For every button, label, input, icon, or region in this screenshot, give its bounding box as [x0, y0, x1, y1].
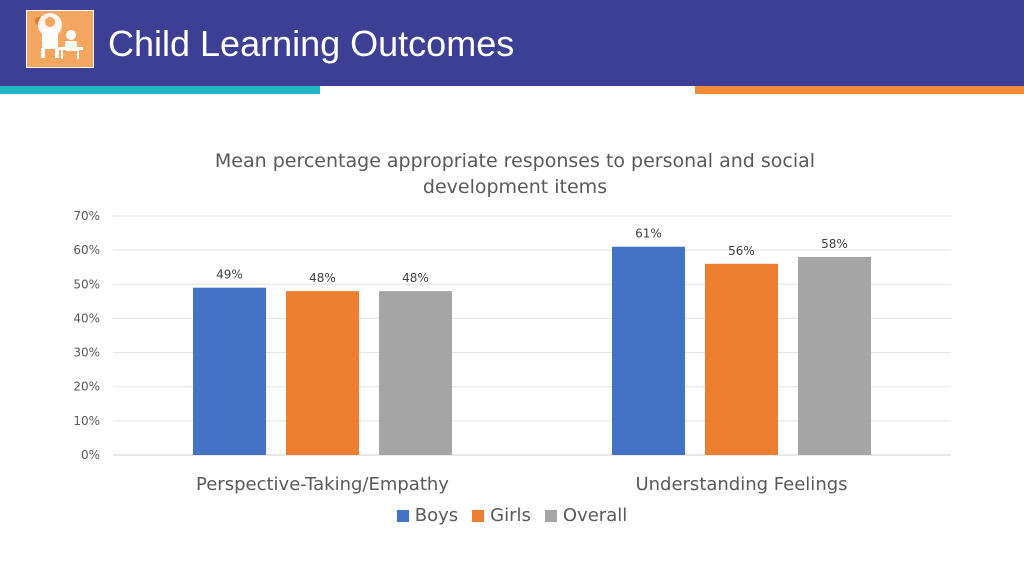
- y-tick-label: 0%: [81, 448, 100, 462]
- bar-girls: [705, 263, 778, 455]
- bar-boys: [193, 287, 266, 455]
- bar-boys: [612, 246, 685, 455]
- page-title: Child Learning Outcomes: [108, 23, 515, 64]
- legend-label: Overall: [562, 505, 628, 526]
- teacher-child-icon: [26, 10, 94, 68]
- bar-chart: 0% 10% 20% 30% 40% 50% 60% 70% 49% 48% 48% Perspect…: [73, 209, 951, 495]
- y-tick-label: 20%: [73, 380, 100, 394]
- chart-legend: Boys Girls Overall: [0, 505, 1024, 526]
- bar-overall: [798, 256, 871, 455]
- data-label: 49%: [216, 268, 243, 282]
- y-tick-label: 30%: [73, 346, 100, 360]
- bar-girls: [286, 291, 359, 455]
- data-label: 61%: [635, 227, 662, 241]
- y-tick-label: 10%: [73, 414, 100, 428]
- x-category-label: Perspective-Taking/Empathy: [196, 474, 449, 495]
- data-label: 48%: [402, 271, 429, 285]
- accent-bar-teal: [0, 86, 320, 94]
- y-tick-label: 40%: [73, 311, 100, 325]
- y-tick-label: 70%: [73, 209, 100, 223]
- legend-swatch: [472, 509, 485, 522]
- legend-label: Girls: [490, 505, 531, 526]
- legend-label: Boys: [414, 505, 459, 526]
- x-category-label: Understanding Feelings: [635, 474, 847, 495]
- data-label: 58%: [821, 237, 848, 251]
- y-tick-label: 50%: [73, 277, 100, 291]
- data-label: 56%: [728, 244, 755, 258]
- legend-swatch: [544, 509, 557, 522]
- chart-title: Mean percentage appropriate responses to…: [214, 150, 816, 198]
- y-tick-label: 60%: [73, 243, 100, 257]
- bar-overall: [379, 291, 452, 455]
- legend-swatch: [396, 509, 409, 522]
- data-label: 48%: [309, 271, 336, 285]
- accent-bar-orange: [695, 86, 1024, 94]
- legend-item-girls: Girls: [472, 505, 531, 526]
- legend-item-overall: Overall: [544, 505, 628, 526]
- legend-item-boys: Boys: [396, 505, 459, 526]
- header-band: Child Learning Outcomes: [0, 0, 1024, 86]
